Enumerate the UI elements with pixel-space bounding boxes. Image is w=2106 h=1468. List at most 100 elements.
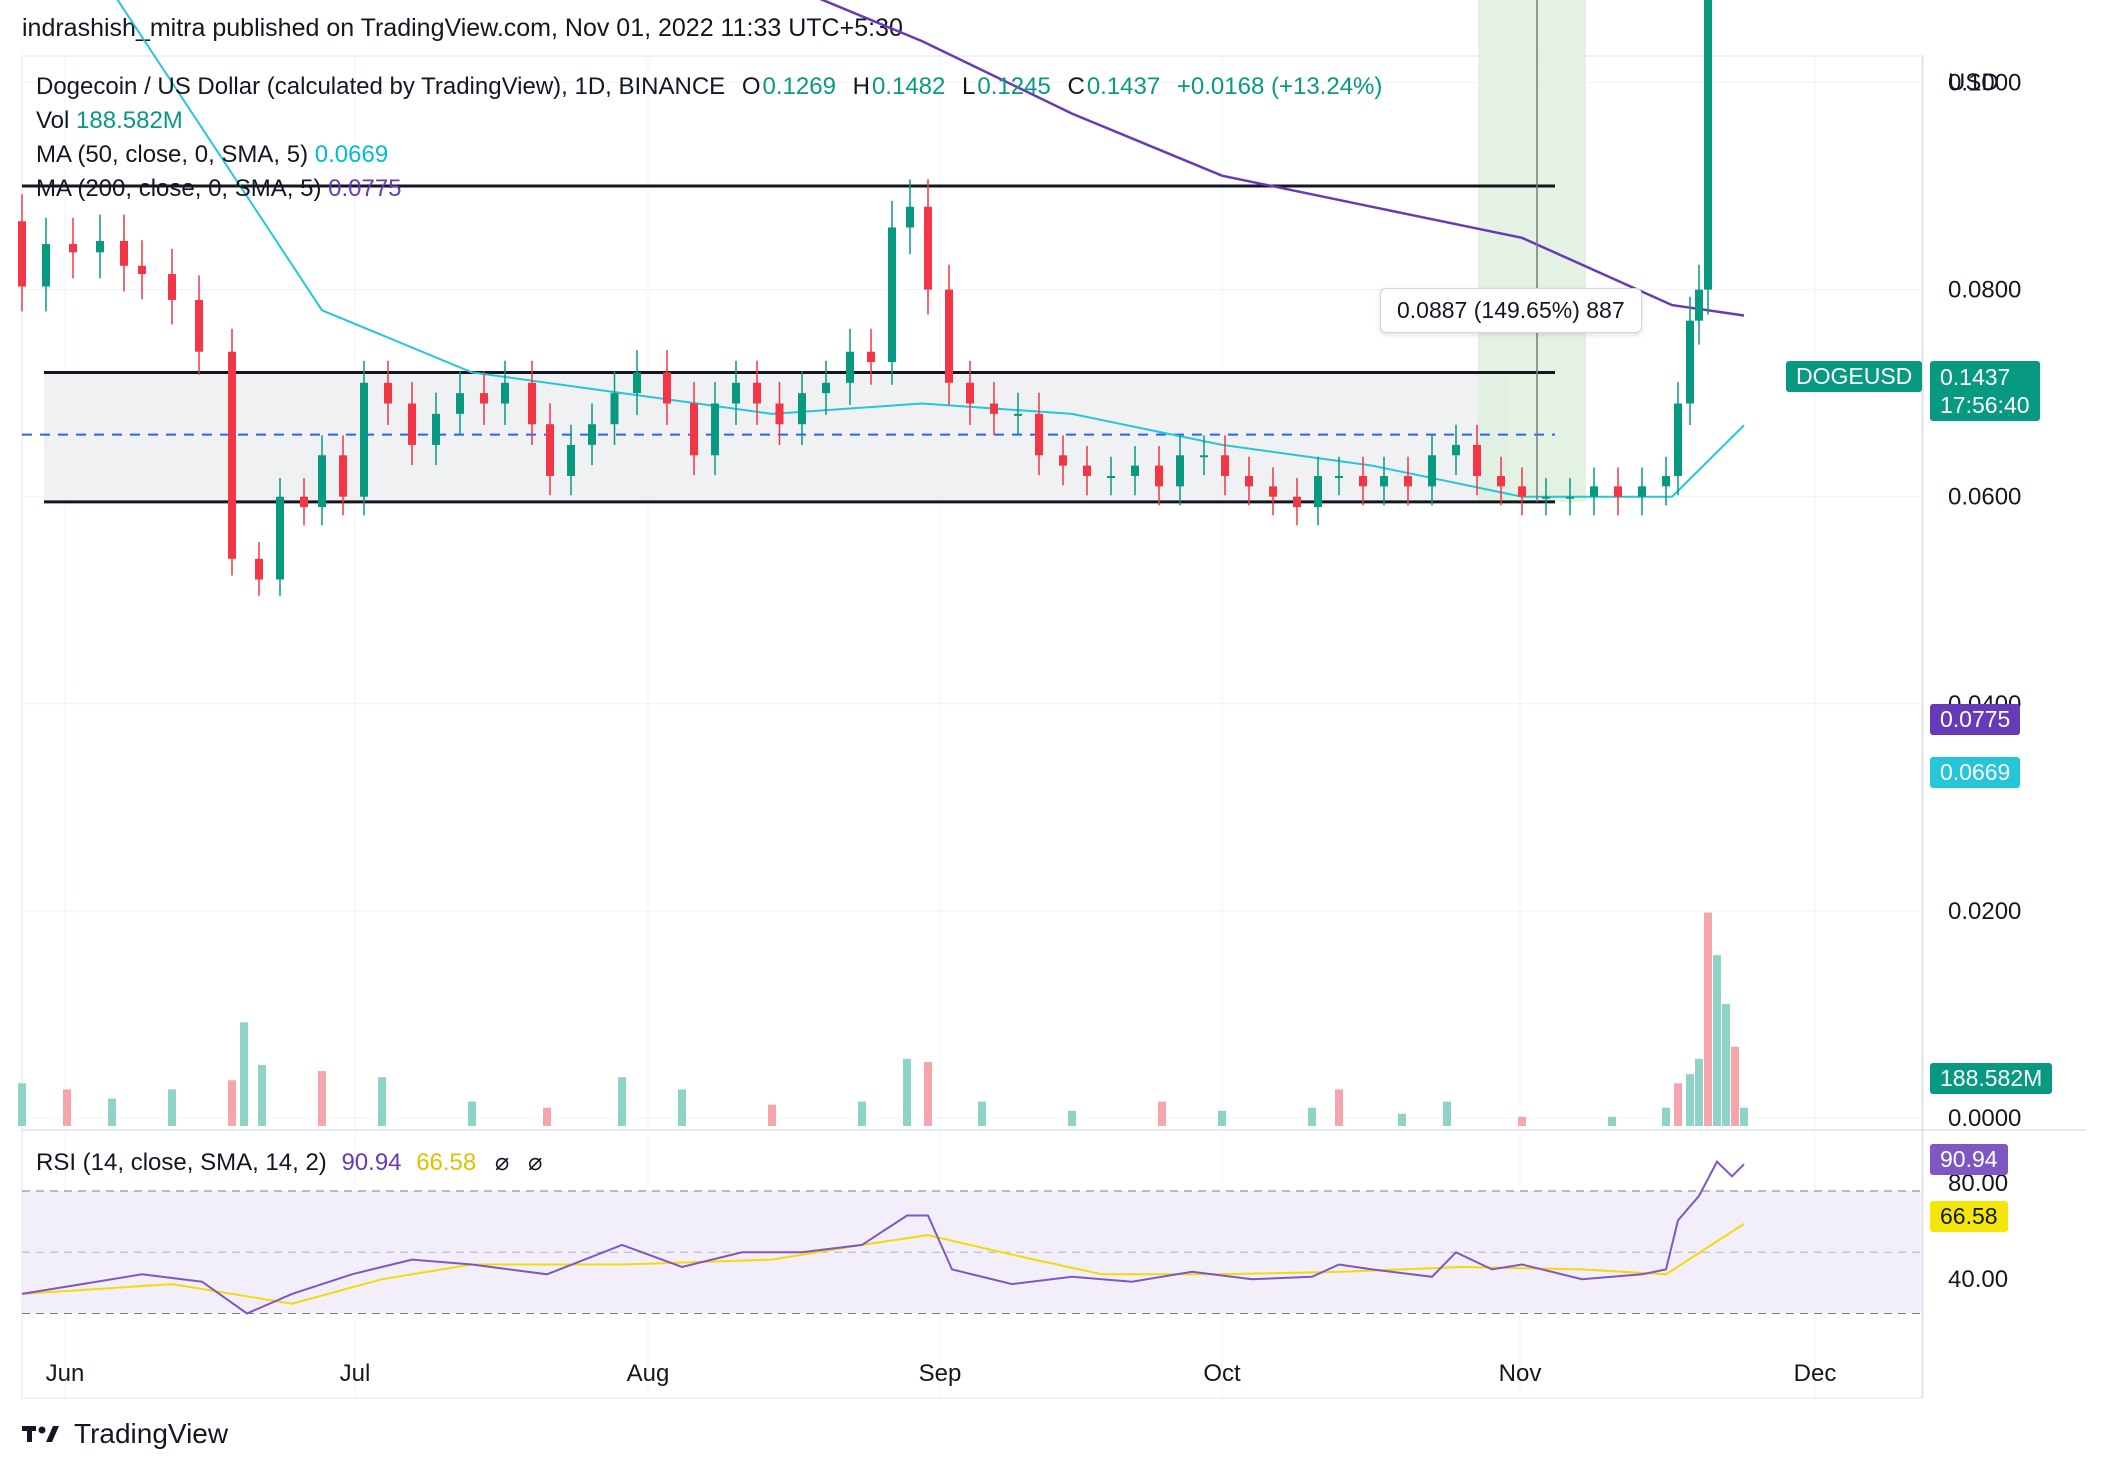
volume-bar-9 [468, 1101, 476, 1126]
candle-body-2 [69, 244, 77, 253]
footer: TradingView [22, 1418, 228, 1450]
rsi-tick-1: 40.00 [1948, 1266, 2008, 1293]
volume-bar-11 [618, 1077, 626, 1126]
candle-body-22 [546, 424, 554, 476]
volume-bar-6 [258, 1065, 266, 1126]
volume-bar-17 [978, 1101, 986, 1126]
candle-body-74 [1695, 289, 1703, 321]
rsi-badge: 90.94 [1930, 1144, 2008, 1175]
candle-body-29 [711, 403, 719, 456]
rsi-hide-icon[interactable]: ⌀ [494, 1149, 510, 1176]
ma50-label: MA (50, close, 0, SMA, 5) [36, 141, 309, 168]
ma200-badge: 0.0775 [1930, 704, 2021, 735]
volume-bar-25 [1518, 1116, 1526, 1126]
volume-bar-28 [1674, 1083, 1682, 1126]
candle-body-17 [432, 413, 440, 445]
candle-body-36 [867, 351, 875, 363]
x-tick-1: Jul [340, 1360, 371, 1387]
candle-body-35 [846, 351, 854, 383]
volume-bar-8 [378, 1077, 386, 1126]
candle-body-7 [195, 299, 203, 352]
candle-body-27 [663, 372, 671, 404]
volume-badge: 188.582M [1930, 1063, 2053, 1094]
candle-body-34 [822, 382, 830, 394]
symbol-badge: DOGEUSD [1786, 361, 1923, 392]
rsi-legend: RSI (14, close, SMA, 14, 2) 90.94 66.58 … [36, 1148, 543, 1177]
candle-body-49 [1155, 465, 1163, 487]
publisher-line: indrashish_mitra published on TradingVie… [22, 14, 903, 42]
volume-bar-12 [678, 1089, 686, 1126]
high-value: 0.1482 [871, 73, 946, 100]
ma200-row: MA (200, close, 0, SMA, 5) 0.0775 [36, 172, 1392, 206]
candle-body-58 [1359, 475, 1367, 487]
candle-body-25 [610, 393, 619, 425]
volume-bar-33 [1722, 1004, 1730, 1126]
countdown-value: 17:56:40 [1940, 392, 2030, 418]
candle-body-54 [1269, 486, 1277, 497]
candle-body-44 [1035, 413, 1043, 456]
candle-body-15 [384, 382, 392, 404]
volume-bar-5 [240, 1022, 248, 1126]
candle-body-38 [906, 206, 914, 228]
volume-bar-15 [903, 1058, 911, 1126]
candle-body-61 [1428, 455, 1436, 487]
candle-body-66 [1542, 496, 1550, 499]
measure-box [1478, 0, 1586, 502]
candle-body-26 [633, 372, 641, 394]
open-label: O [741, 73, 761, 100]
chart-legend: Dogecoin / US Dollar (calculated by Trad… [36, 70, 1392, 206]
y-tick-5: 0.0600 [1948, 484, 2021, 511]
volume-bar-13 [768, 1104, 776, 1126]
x-tick-3: Sep [919, 1360, 962, 1387]
y-tick-8: 0.0000 [1948, 1105, 2021, 1132]
price-badge: 0.1437 17:56:40 [1930, 361, 2040, 421]
candle-body-70 [1638, 486, 1646, 497]
candle-body-16 [408, 403, 416, 445]
volume-bar-3 [168, 1089, 176, 1126]
candle-body-37 [888, 227, 896, 363]
candle-body-41 [966, 382, 974, 404]
candle-body-39 [924, 206, 932, 290]
open-value: 0.1269 [762, 73, 836, 100]
price-axis-currency: USD [1948, 69, 1999, 96]
volume-bar-21 [1308, 1107, 1316, 1126]
candle-body-24 [588, 424, 596, 445]
x-tick-5: Nov [1499, 1360, 1542, 1387]
low-value: 0.1245 [977, 73, 1051, 100]
candle-body-73 [1686, 320, 1694, 404]
candle-body-67 [1566, 496, 1574, 499]
candle-body-5 [138, 265, 146, 275]
price-value: 0.1437 [1940, 364, 2011, 390]
candle-body-69 [1614, 486, 1622, 497]
ma50-badge: 0.0669 [1930, 757, 2021, 788]
volume-bar-23 [1398, 1113, 1406, 1126]
x-tick-0: Jun [46, 1360, 85, 1387]
volume-bar-32 [1713, 955, 1721, 1126]
volume-bar-16 [924, 1061, 932, 1126]
volume-bar-19 [1158, 1101, 1166, 1126]
plot-frame [21, 55, 1924, 1399]
volume-bar-30 [1695, 1058, 1703, 1126]
volume-bar-34 [1731, 1046, 1739, 1126]
y-tick-3: 0.1000 [1948, 70, 2021, 97]
candle-body-31 [753, 382, 761, 404]
volume-bar-35 [1740, 1107, 1748, 1126]
candle-body-30 [732, 382, 740, 404]
ma200-value: 0.0775 [328, 175, 402, 202]
high-label: H [852, 73, 870, 100]
measure-callout: 0.0887 (149.65%) 887 [1380, 288, 1642, 333]
candle-body-21 [528, 382, 536, 425]
rsi-hide-icon-2[interactable]: ⌀ [528, 1149, 543, 1176]
candle-body-42 [990, 403, 998, 414]
volume-label: Vol [36, 107, 70, 134]
candle-body-46 [1083, 465, 1091, 476]
candle-body-20 [501, 382, 509, 404]
volume-bar-7 [318, 1071, 326, 1126]
volume-bar-10 [543, 1107, 551, 1126]
candle-body-19 [480, 393, 488, 404]
candle-body-50 [1176, 455, 1184, 487]
candle-body-14 [360, 382, 368, 497]
volume-row: Vol 188.582M [36, 104, 1392, 138]
x-tick-4: Oct [1203, 1360, 1241, 1387]
candle-body-33 [798, 393, 806, 425]
